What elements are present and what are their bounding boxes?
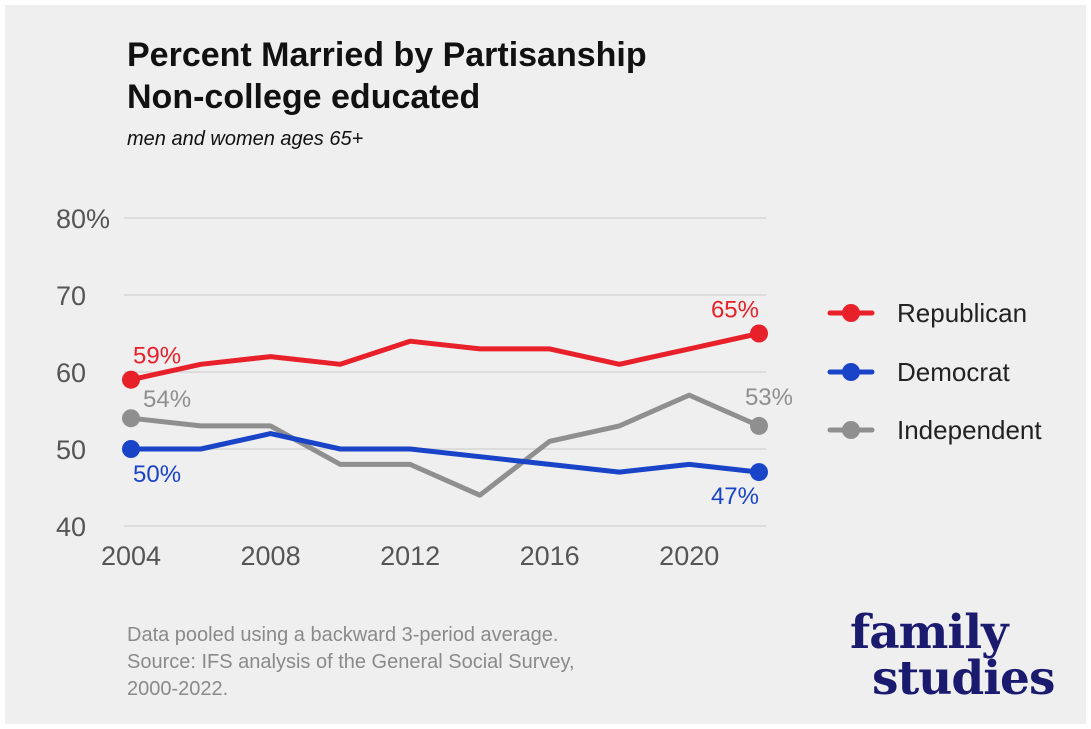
data-label-end-democrat: 47% [711, 483, 759, 510]
point-start-independent [122, 409, 140, 428]
y-tick-label: 70 [56, 281, 86, 311]
source-note: Data pooled using a backward 3-period av… [127, 622, 575, 703]
family-studies-logo: family studies [850, 605, 1055, 706]
chart-title: Percent Married by Partisanship Non-coll… [127, 34, 647, 118]
point-start-democrat [122, 440, 140, 458]
logo-line-1: family [850, 605, 1008, 660]
legend-label-republican: Republican [897, 298, 1027, 328]
x-tick-label: 2008 [241, 541, 301, 571]
title-line-2: Non-college educated [127, 78, 481, 116]
chart-card [5, 5, 1086, 724]
note-line-1: Data pooled using a backward 3-period av… [127, 624, 559, 646]
x-tick-label: 2012 [380, 541, 440, 571]
legend-label-independent: Independent [897, 415, 1042, 445]
series-line-republican [128, 331, 762, 383]
chart-subtitle: men and women ages 65+ [127, 128, 364, 150]
y-tick-label: 60 [56, 358, 86, 388]
x-tick-label: 2020 [659, 541, 719, 571]
legend-marker-republican [842, 304, 860, 322]
point-start-republican [122, 370, 140, 389]
series-line-independent [128, 392, 762, 498]
point-end-democrat [750, 463, 768, 482]
data-label-end-independent: 53% [745, 384, 793, 411]
data-label-start-independent: 54% [143, 386, 191, 413]
legend-label-democrat: Democrat [897, 357, 1010, 387]
point-end-independent [750, 416, 768, 435]
legend-marker-democrat [842, 363, 860, 381]
logo-line-2: studies [872, 651, 1055, 706]
title-line-1: Percent Married by Partisanship [127, 36, 647, 74]
legend-marker-independent [842, 421, 860, 439]
note-line-3: 2000-2022. [127, 678, 229, 700]
series-line-democrat [128, 431, 762, 475]
point-end-republican [750, 324, 768, 343]
y-tick-label: 80% [56, 204, 110, 234]
data-label-start-republican: 59% [133, 343, 181, 370]
x-tick-label: 2004 [101, 541, 161, 571]
y-tick-label: 40 [56, 512, 86, 542]
data-label-start-democrat: 50% [133, 461, 181, 488]
y-tick-label: 50 [56, 435, 86, 465]
note-line-2: Source: IFS analysis of the General Soci… [127, 651, 575, 673]
data-label-end-republican: 65% [711, 297, 759, 324]
x-tick-label: 2016 [520, 541, 580, 571]
